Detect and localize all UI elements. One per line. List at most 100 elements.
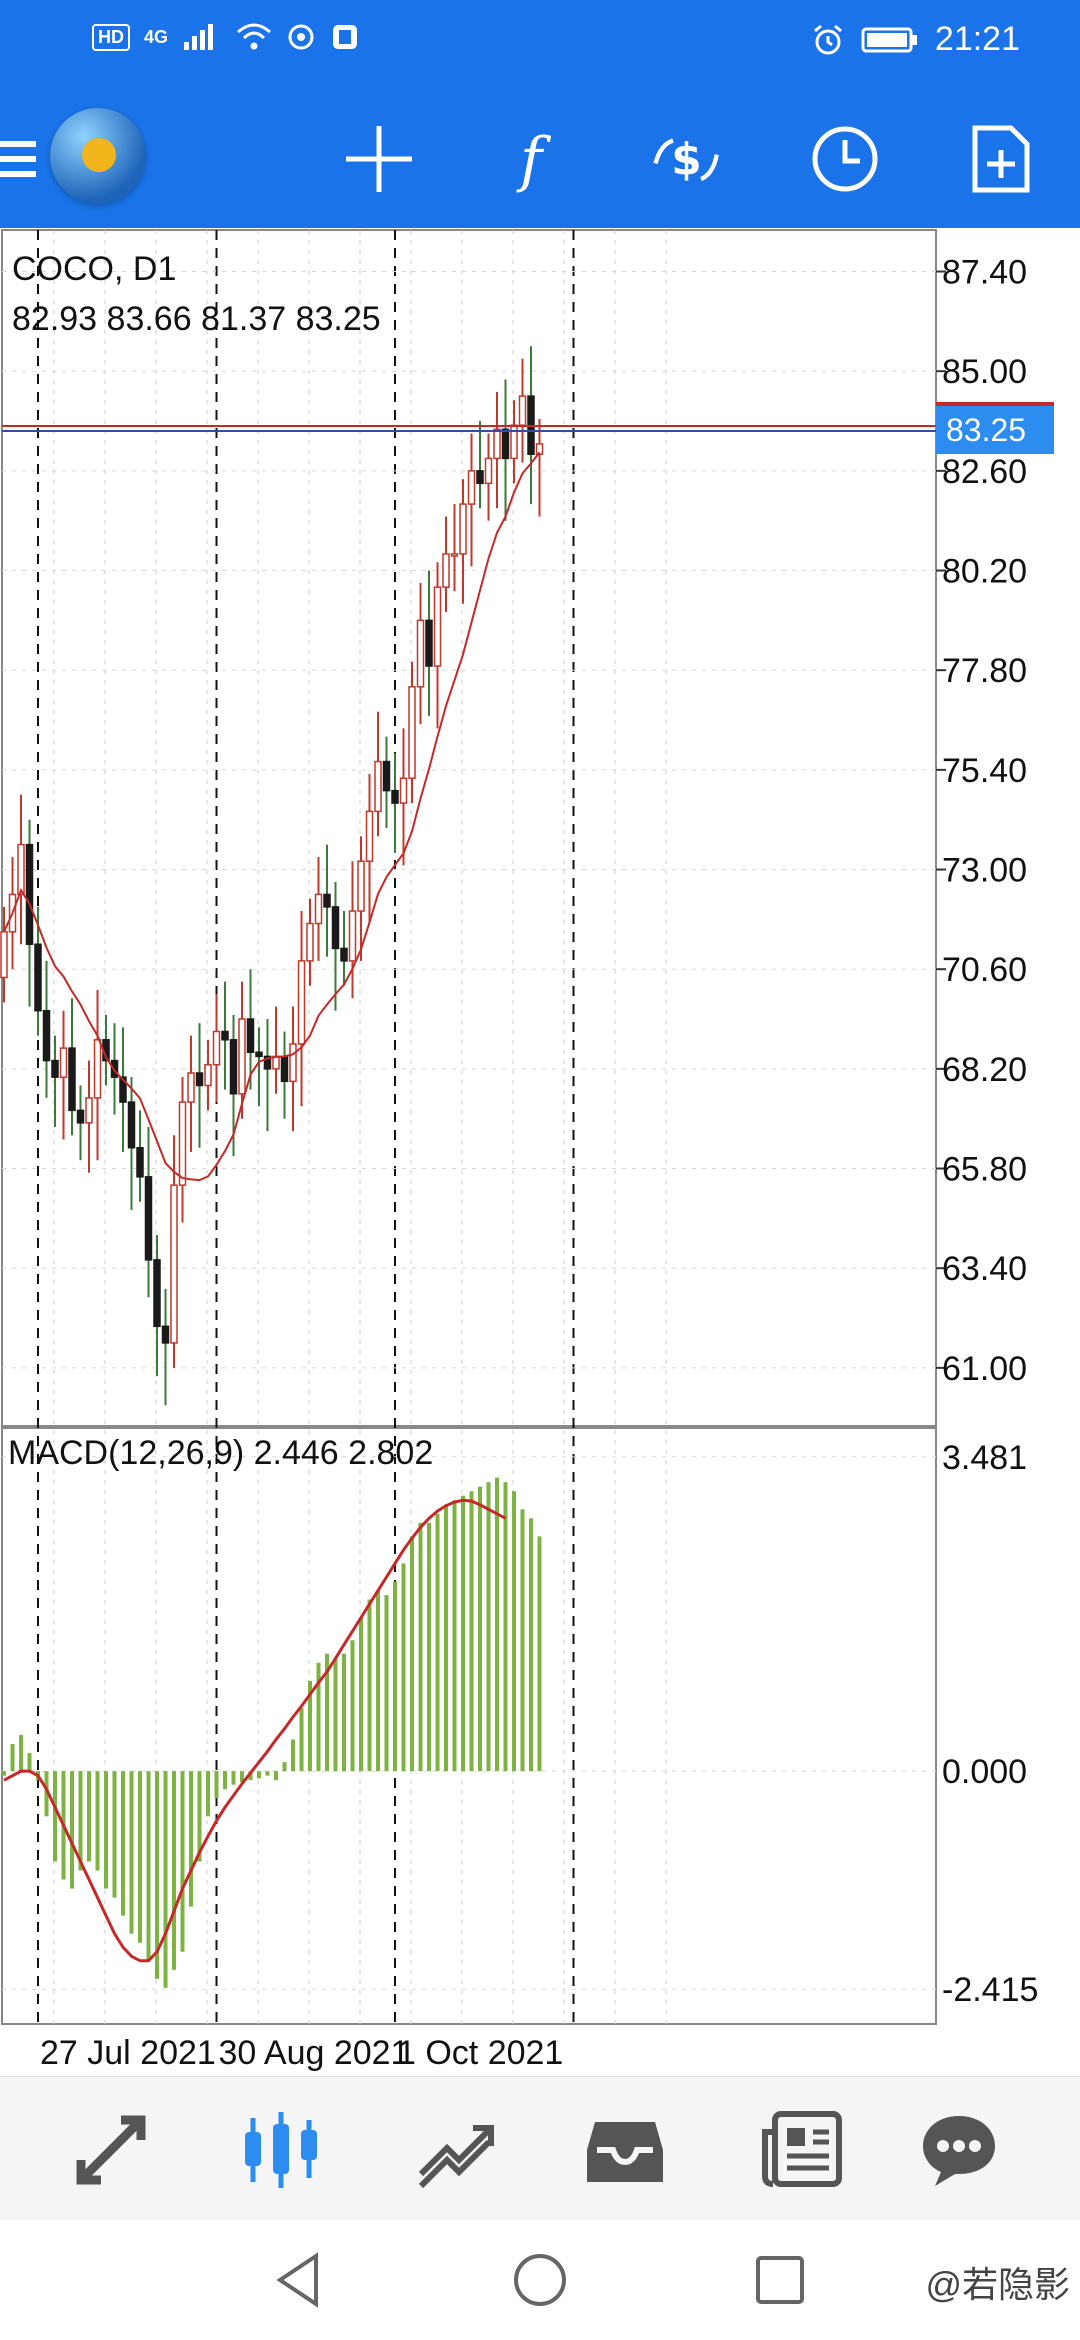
ohlc-label: 82.93 83.66 81.37 83.25	[12, 300, 381, 338]
wifi-icon	[237, 23, 272, 50]
candle-body	[340, 947, 348, 962]
alarm-icon	[813, 24, 842, 54]
trade-icon[interactable]: $	[652, 124, 722, 194]
chart-area[interactable]: 87.40 85.00 82.60 80.20 77.80 75.40 73.00 70.60…	[0, 228, 1080, 2076]
news-icon[interactable]	[756, 2105, 846, 2195]
current-price-badge	[936, 404, 1054, 454]
mt4-logo-icon[interactable]	[50, 108, 146, 204]
back-icon[interactable]	[270, 2250, 330, 2310]
macd-histogram-bar	[418, 1522, 423, 1772]
price-panel-frame	[1, 229, 937, 1427]
macd-histogram-bar	[401, 1563, 406, 1772]
candle-body	[25, 843, 34, 946]
macd-histogram-bar	[138, 1771, 142, 1943]
price-tick-label: 68.20	[942, 1051, 1027, 1089]
symbol-label: COCO, D1	[12, 250, 176, 288]
candle-body	[493, 428, 501, 460]
candle-body	[238, 1018, 246, 1095]
status-bar: HD 4G 21:21	[0, 0, 1080, 84]
candle-body	[374, 760, 382, 813]
candle-body	[221, 1030, 229, 1041]
recents-icon[interactable]	[750, 2250, 810, 2310]
price-tick-label: 87.40	[942, 254, 1027, 292]
trade-nav-icon[interactable]	[410, 2105, 500, 2195]
svg-text:$: $	[671, 134, 701, 185]
macd-histogram-bar	[384, 1595, 389, 1772]
app-toolbar: f $	[0, 84, 1080, 228]
clock: 21:21	[934, 20, 1020, 58]
candlestick-chart[interactable]: 87.40 85.00 82.60 80.20 77.80 75.40 73.00 70.60…	[0, 228, 1080, 2076]
candle-body	[127, 1101, 136, 1149]
price-tick-label: 73.00	[942, 852, 1027, 890]
price-tick-label: 70.60	[942, 951, 1027, 989]
app-icon	[333, 25, 358, 49]
candle-body	[467, 470, 476, 505]
price-tick-label: 85.00	[942, 353, 1027, 391]
candle-body	[280, 1055, 289, 1083]
svg-text:f: f	[516, 125, 552, 194]
new-order-icon[interactable]	[966, 124, 1036, 194]
sync-icon	[288, 24, 314, 50]
chart-icon[interactable]	[236, 2105, 326, 2195]
price-tick-label: 82.60	[942, 453, 1027, 491]
macd-histogram-bar	[87, 1771, 91, 1862]
home-icon[interactable]	[510, 2250, 570, 2310]
macd-histogram-bar	[359, 1617, 363, 1772]
macd-histogram-bar	[27, 1753, 32, 1772]
battery-icon	[861, 27, 917, 52]
timeframe-icon[interactable]	[810, 124, 880, 194]
candle-body	[442, 553, 450, 588]
macd-histogram-bar	[10, 1744, 15, 1772]
current-price-label: 83.25	[946, 412, 1026, 448]
candle-body	[246, 1018, 255, 1053]
bottom-navigation	[0, 2076, 1080, 2221]
macd-histogram-bar	[529, 1518, 533, 1772]
candle-body	[144, 1176, 153, 1261]
price-tick-label: 63.40	[942, 1250, 1027, 1288]
macd-histogram-bar	[248, 1771, 253, 1781]
candle-body	[51, 1059, 59, 1078]
macd-histogram-bar	[78, 1771, 83, 1871]
candle-body	[0, 931, 8, 979]
status-right: 21:21	[811, 20, 1020, 59]
macd-histogram-bar	[393, 1581, 397, 1772]
macd-histogram-bar	[95, 1771, 100, 1871]
macd-histogram-bar	[172, 1771, 176, 1970]
macd-histogram-bar	[180, 1771, 185, 1952]
candle-body	[153, 1259, 161, 1328]
macd-histogram-bar	[478, 1486, 482, 1772]
quotes-icon[interactable]	[66, 2105, 156, 2195]
price-tick-label: 80.20	[942, 553, 1027, 591]
macd-histogram-bar	[214, 1771, 219, 1799]
crosshair-icon[interactable]	[344, 124, 414, 194]
messages-icon[interactable]	[914, 2105, 1004, 2195]
macd-histogram-bar	[197, 1771, 202, 1862]
candle-body	[501, 428, 510, 460]
candle-body	[365, 810, 374, 862]
macd-histogram-bar	[282, 1762, 287, 1772]
price-tick-label: 65.80	[942, 1151, 1027, 1189]
candle-body	[229, 1039, 238, 1095]
macd-histogram-bar	[70, 1771, 74, 1889]
menu-icon[interactable]	[0, 124, 54, 194]
macd-histogram-bar	[19, 1735, 23, 1772]
macd-histogram-bar	[469, 1491, 474, 1772]
macd-histogram-bar	[189, 1771, 193, 1907]
candle-body	[314, 893, 323, 925]
history-icon[interactable]	[580, 2105, 670, 2195]
candle-body	[391, 789, 399, 804]
candle-body	[59, 1047, 68, 1078]
signal-icon	[184, 24, 214, 50]
candle-body	[34, 943, 42, 1012]
candle-body	[459, 503, 467, 555]
candle-body	[348, 910, 357, 962]
macd-histogram-bar	[333, 1658, 338, 1772]
indicator-icon[interactable]: f	[500, 124, 570, 194]
macd-histogram-bar	[257, 1771, 261, 1779]
macd-histogram-bar	[537, 1536, 542, 1772]
macd-histogram-bar	[44, 1771, 49, 1817]
macd-histogram-bar	[308, 1680, 312, 1772]
candle-body	[357, 860, 365, 912]
macd-tick-label: -2.415	[942, 1971, 1038, 2009]
macd-histogram-bar	[350, 1640, 355, 1772]
